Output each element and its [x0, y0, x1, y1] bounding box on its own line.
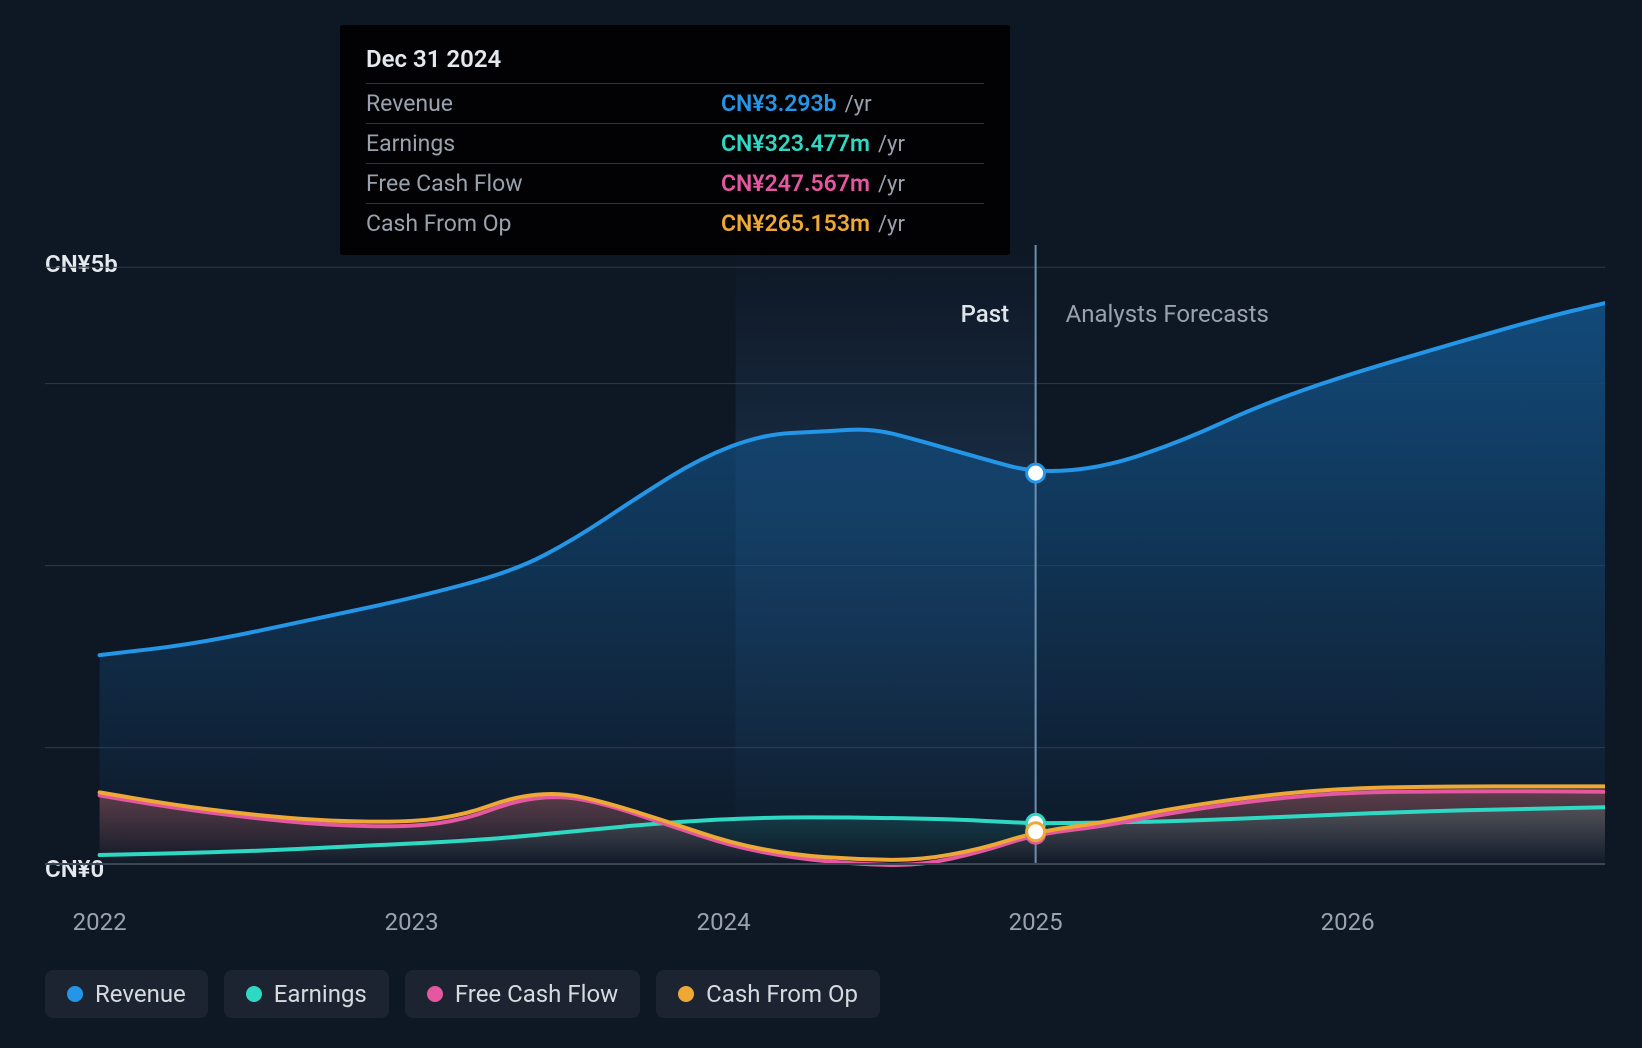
x-axis-label: 2022 — [73, 908, 127, 936]
legend-item[interactable]: Free Cash Flow — [405, 970, 640, 1018]
tooltip-row-unit: /yr — [878, 172, 905, 197]
tooltip-row: RevenueCN¥3.293b/yr — [366, 83, 984, 123]
tooltip-row-label: Free Cash Flow — [366, 170, 721, 197]
legend-item[interactable]: Earnings — [224, 970, 389, 1018]
tooltip-row: Free Cash FlowCN¥247.567m/yr — [366, 163, 984, 203]
legend-label: Free Cash Flow — [455, 980, 618, 1008]
legend-label: Revenue — [95, 980, 186, 1008]
legend-dot — [246, 986, 262, 1002]
legend-dot — [67, 986, 83, 1002]
legend-label: Earnings — [274, 980, 367, 1008]
tooltip-rows: RevenueCN¥3.293b/yrEarningsCN¥323.477m/y… — [366, 83, 984, 243]
x-axis-label: 2024 — [697, 908, 751, 936]
x-axis-label: 2026 — [1321, 908, 1375, 936]
tooltip-row-value: CN¥3.293b — [721, 90, 837, 117]
tooltip-row: EarningsCN¥323.477m/yr — [366, 123, 984, 163]
tooltip-row: Cash From OpCN¥265.153m/yr — [366, 203, 984, 243]
x-axis-label: 2025 — [1009, 908, 1063, 936]
legend-item[interactable]: Cash From Op — [656, 970, 880, 1018]
tooltip-row-label: Earnings — [366, 130, 721, 157]
legend-item[interactable]: Revenue — [45, 970, 208, 1018]
tooltip-row-label: Revenue — [366, 90, 721, 117]
chart-widget: { "chart": { "type": "line-area", "backg… — [0, 0, 1642, 1048]
tooltip-row-value: CN¥265.153m — [721, 210, 870, 237]
tooltip-date: Dec 31 2024 — [366, 45, 984, 73]
x-axis-label: 2023 — [385, 908, 439, 936]
legend-label: Cash From Op — [706, 980, 858, 1008]
tooltip-row-value: CN¥247.567m — [721, 170, 870, 197]
chart-plot-area[interactable] — [45, 245, 1605, 900]
tooltip-row-value: CN¥323.477m — [721, 130, 870, 157]
legend-dot — [427, 986, 443, 1002]
tooltip-row-unit: /yr — [878, 212, 905, 237]
chart-legend: Revenue Earnings Free Cash Flow Cash From O… — [45, 970, 880, 1018]
tooltip-row-unit: /yr — [878, 132, 905, 157]
tooltip-row-label: Cash From Op — [366, 210, 721, 237]
chart-tooltip: Dec 31 2024 RevenueCN¥3.293b/yrEarningsC… — [340, 25, 1010, 255]
x-axis-labels: 2022 2023 2024 2025 2026 — [45, 908, 1605, 938]
tooltip-row-unit: /yr — [845, 92, 872, 117]
chart-svg — [45, 245, 1605, 900]
legend-dot — [678, 986, 694, 1002]
